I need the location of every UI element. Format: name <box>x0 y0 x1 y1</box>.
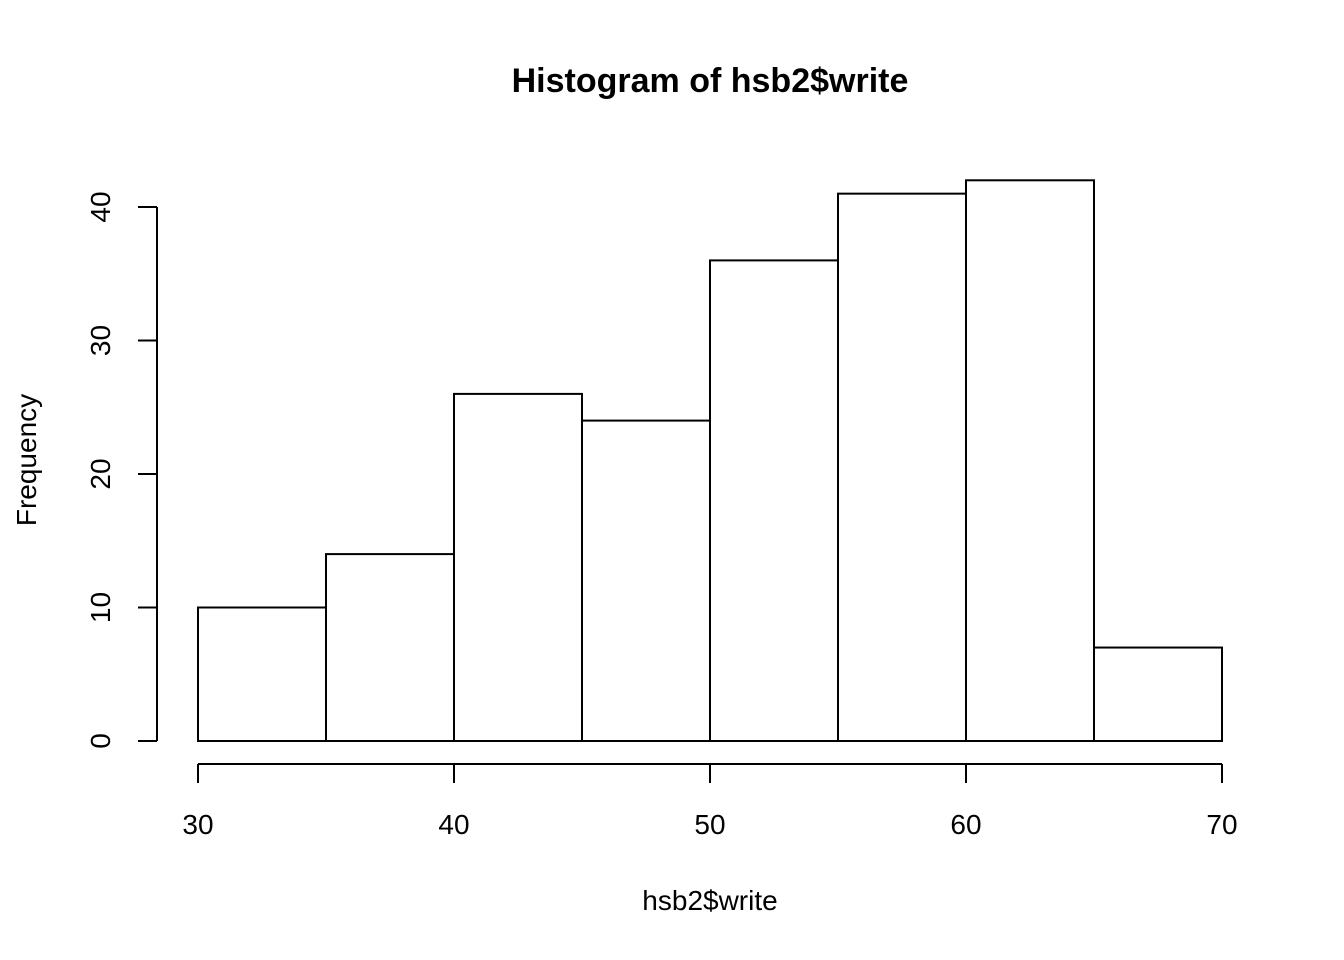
chart-title: Histogram of hsb2$write <box>512 62 909 100</box>
histogram-bar <box>197 606 327 742</box>
x-tick-label: 40 <box>438 809 469 840</box>
histogram-bar <box>837 192 967 742</box>
x-tick-label: 60 <box>950 809 981 840</box>
y-tick-label: 30 <box>85 325 116 356</box>
histogram-bar <box>709 259 839 742</box>
y-axis-label: Frequency <box>11 394 42 526</box>
bars-group <box>197 179 1223 743</box>
histogram-bar <box>325 553 455 742</box>
histogram-bar <box>453 392 583 742</box>
histogram-bar <box>581 419 711 742</box>
x-axis-label: hsb2$write <box>642 885 777 916</box>
x-tick-label: 30 <box>182 809 213 840</box>
y-tick-label: 40 <box>85 191 116 222</box>
y-tick-label: 0 <box>85 733 116 749</box>
x-axis: 30 40 50 60 70 <box>182 763 1238 840</box>
y-tick-label: 10 <box>85 592 116 623</box>
y-tick-label: 20 <box>85 458 116 489</box>
histogram-bar <box>1093 646 1223 742</box>
y-axis: 0 10 20 30 40 <box>85 191 158 749</box>
x-tick-label: 50 <box>694 809 725 840</box>
histogram-bar <box>965 179 1095 743</box>
x-tick-label: 70 <box>1206 809 1237 840</box>
